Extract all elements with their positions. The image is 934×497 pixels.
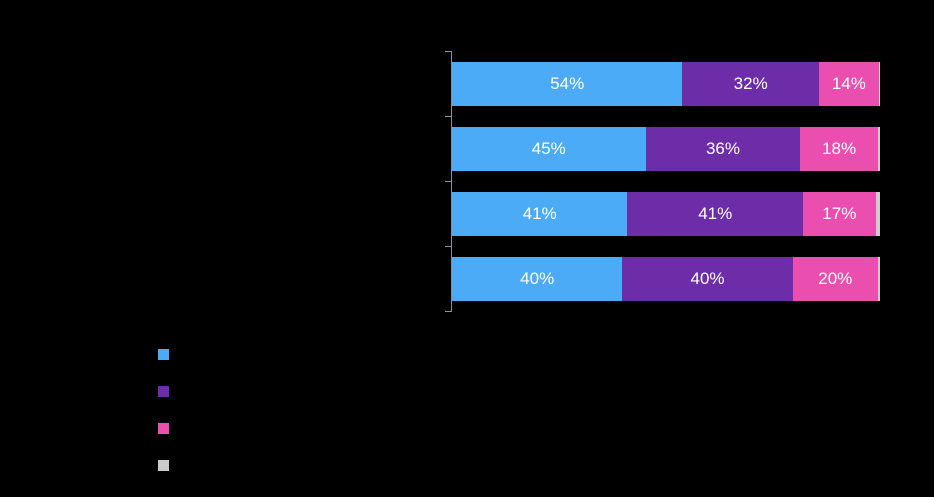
bar-segment <box>878 62 880 106</box>
bar-segment: 41% <box>627 192 803 236</box>
bar-segment: 18% <box>800 127 878 171</box>
bar-segment <box>877 257 880 301</box>
y-axis-line <box>451 51 452 312</box>
bar-segment <box>875 192 880 236</box>
bar-segment: 14% <box>818 62 879 106</box>
bar-segment: 54% <box>452 62 683 106</box>
y-axis-tick <box>445 246 451 247</box>
bar-segment <box>877 127 880 171</box>
legend-item <box>158 349 177 360</box>
legend-swatch-icon <box>158 423 169 434</box>
legend-item <box>158 423 177 434</box>
bar-segment: 40% <box>452 257 623 301</box>
bar-row: 40% 40% 20% <box>452 257 880 301</box>
bar-segment: 36% <box>645 127 801 171</box>
bar-segment: 45% <box>452 127 646 171</box>
bar-segment: 17% <box>802 192 876 236</box>
bar-segment: 40% <box>622 257 793 301</box>
legend-swatch-icon <box>158 386 169 397</box>
bar-row: 45% 36% 18% <box>452 127 880 171</box>
y-axis-tick <box>445 311 451 312</box>
y-axis-tick <box>445 181 451 182</box>
bar-segment: 41% <box>452 192 628 236</box>
y-axis-tick <box>445 51 451 52</box>
legend-swatch-icon <box>158 460 169 471</box>
bar-row: 54% 32% 14% <box>452 62 880 106</box>
legend-swatch-icon <box>158 349 169 360</box>
bar-row: 41% 41% 17% <box>452 192 880 236</box>
legend-item <box>158 386 177 397</box>
bar-segment: 32% <box>682 62 819 106</box>
bar-segment: 20% <box>792 257 878 301</box>
y-axis-tick <box>445 116 451 117</box>
legend-item <box>158 460 177 471</box>
